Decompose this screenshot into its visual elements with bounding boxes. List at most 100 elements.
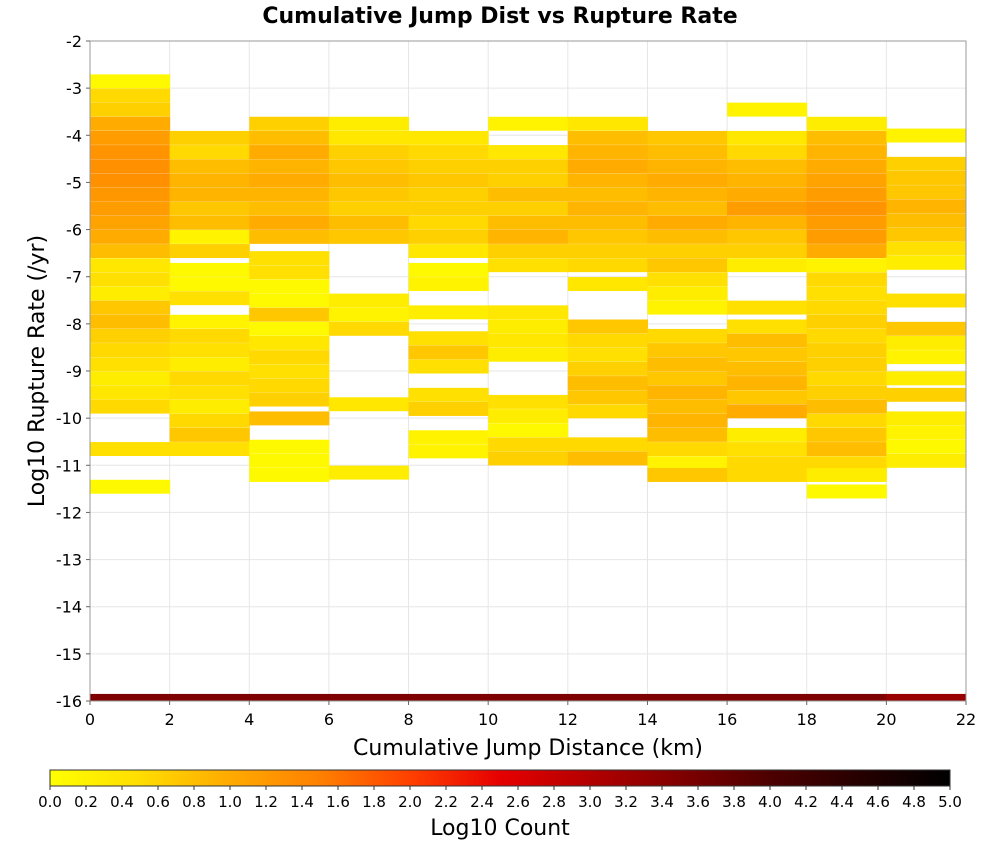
colorbar-tick-label: 1.4 [290,793,314,811]
colorbar-tick-label: 0.6 [146,793,170,811]
heatmap-cell [169,130,250,145]
colorbar-tick-label: 3.6 [686,793,710,811]
heatmap-cell [169,328,250,343]
colorbar-tick-label: 4.4 [830,793,854,811]
heatmap-cell [806,484,887,499]
heatmap-cell [567,451,648,466]
heatmap-cell [727,347,808,362]
heatmap-cell [567,390,648,405]
heatmap-cell [90,244,171,259]
x-tick-label: 8 [403,710,413,729]
heatmap-cell [647,258,728,273]
y-tick-label: -13 [56,551,82,570]
heatmap-cell [328,215,410,230]
heatmap-cell [806,286,887,301]
heatmap-cell [169,159,250,174]
heatmap-cell [90,116,171,131]
heatmap-cell [328,116,410,131]
heatmap-cell [90,74,171,89]
heatmap-cell-bottom [488,693,569,701]
heatmap-cell [567,347,648,362]
heatmap-cell [90,258,171,273]
heatmap-cell [90,88,171,103]
heatmap-cell [567,229,648,244]
heatmap-cell [647,468,728,482]
heatmap-cell [727,333,808,348]
heatmap-cell [806,159,887,174]
colorbar-tick-label: 0.0 [38,793,62,811]
heatmap-cell [567,145,648,160]
y-tick-label: -2 [66,32,82,51]
heatmap-cell [249,265,330,280]
heatmap-cell [90,201,171,216]
heatmap-cell [249,350,330,365]
heatmap-cell [169,442,250,457]
heatmap-cell [806,116,887,131]
heatmap-cell [408,173,489,188]
heatmap-cell [169,201,250,216]
heatmap-cell [488,159,569,174]
heatmap-cell [328,173,410,188]
heatmap-cell [886,425,967,440]
heatmap-cell [169,385,250,400]
heatmap-cell [727,187,808,202]
heatmap-cell [328,465,410,480]
heatmap-cell [567,258,648,273]
heatmap-cell [488,116,569,131]
heatmap-cell [647,187,728,202]
y-axis-ticks: -2 -3 -4 -5 -6 -7 -8 -9 -10 -11 -12 -13 -14 -15 -16 [56,32,90,711]
heatmap-cell [886,255,967,270]
heatmap-cell [806,343,887,358]
heatmap-cell [647,145,728,160]
heatmap-cell [886,185,967,200]
heatmap-cell [249,411,330,426]
colorbar-tick-label: 0.2 [74,793,98,811]
heatmap-cell [647,130,728,145]
heatmap-cell [408,444,489,459]
heatmap-cell [567,159,648,174]
heatmap-cell [886,350,967,365]
heatmap-cell [727,258,808,273]
heatmap-cell [567,437,648,452]
heatmap-cell [806,442,887,457]
heatmap-cell [567,116,648,131]
colorbar-tick-label: 3.2 [614,793,638,811]
heatmap-cell [488,229,569,244]
x-tick-label: 2 [165,710,175,729]
colorbar-ticks: 0.0 0.2 0.4 0.6 0.8 1.0 1.2 1.4 1.6 1.8 2.0 2.2 2.4 2… [38,786,962,811]
y-axis-label: Log10 Rupture Rate (/yr) [25,235,50,507]
heatmap-cell-bottom [408,693,489,701]
heatmap-cell [169,173,250,188]
x-tick-label: 14 [637,710,657,729]
heatmap-cell [488,305,569,320]
heatmap-cell [169,371,250,386]
heatmap-cell [249,251,330,266]
heatmap-cell [647,371,728,386]
heatmap-cell [408,159,489,174]
heatmap-cell [488,423,569,438]
heatmap-cell [806,130,887,145]
heatmap-cell [647,427,728,442]
colorbar [49,769,951,787]
heatmap-cell [806,258,887,273]
heatmap-cell [90,314,171,329]
heatmap-cell [488,451,569,466]
heatmap-cell [886,321,967,336]
heatmap-cell [90,130,171,145]
colorbar-tick-label: 3.8 [722,793,746,811]
colorbar-tick-label: 0.8 [182,793,206,811]
heatmap-cell [886,227,967,242]
heatmap-cell [567,244,648,259]
heatmap-cell-bottom [249,693,330,701]
heatmap-cell [90,229,171,244]
heatmap-cell [886,156,967,171]
heatmap-cell [567,173,648,188]
heatmap-cell [169,262,250,277]
heatmap-cell [249,201,330,216]
heatmap-cell [806,413,887,428]
heatmap-cell [408,215,489,230]
heatmap-cell [328,187,410,202]
y-tick-label: -5 [66,173,82,192]
heatmap-cell [567,333,648,348]
